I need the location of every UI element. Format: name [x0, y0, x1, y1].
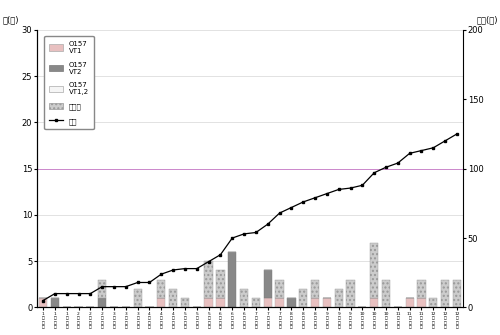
Text: 旬(人): 旬(人) [2, 15, 19, 24]
Bar [299, 289, 308, 308]
Bar [157, 298, 166, 308]
Bar [252, 298, 260, 308]
Bar [264, 298, 272, 308]
Bar [441, 280, 450, 308]
Bar [50, 298, 59, 308]
Bar [216, 298, 224, 308]
Bar [406, 298, 414, 308]
Bar [370, 243, 378, 298]
Bar [382, 280, 390, 308]
Bar [311, 298, 319, 308]
Bar [322, 298, 331, 308]
Bar [346, 280, 354, 308]
Bar [134, 289, 142, 308]
Bar [370, 298, 378, 308]
Bar [287, 298, 296, 308]
Bar [98, 298, 106, 308]
Bar [204, 298, 213, 308]
Bar [429, 298, 438, 308]
Bar [216, 270, 224, 298]
Bar [276, 280, 283, 298]
Bar [204, 261, 213, 298]
Bar [98, 280, 106, 298]
Bar [418, 298, 426, 308]
Bar [276, 298, 283, 308]
Bar [240, 289, 248, 308]
Bar [181, 298, 189, 308]
Legend: O157
VT1, O157
VT2, O157
VT1,2, その他, 累計: O157 VT1, O157 VT2, O157 VT1,2, その他, 累計 [44, 36, 94, 130]
Bar [311, 280, 319, 298]
Bar [157, 280, 166, 298]
Bar [169, 289, 177, 308]
Bar [39, 298, 47, 308]
Bar [418, 280, 426, 298]
Bar [453, 280, 461, 308]
Bar [334, 289, 343, 308]
Text: 累計(人): 累計(人) [476, 15, 498, 24]
Bar [228, 252, 236, 308]
Bar [264, 270, 272, 298]
